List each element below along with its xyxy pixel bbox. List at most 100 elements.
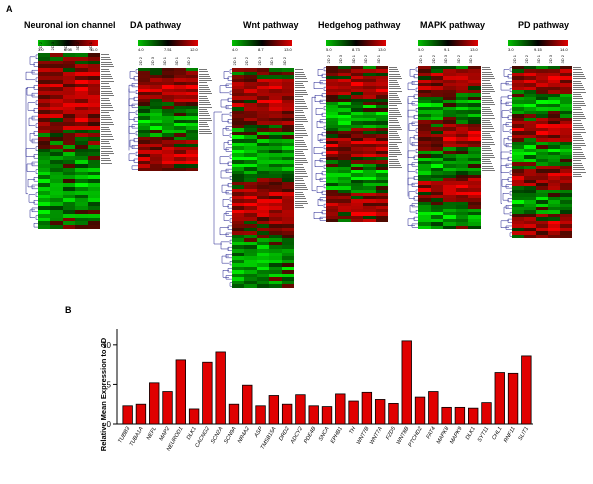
- heatmap-cell: [75, 194, 88, 199]
- heatmap-cell: [62, 183, 76, 187]
- heatmap-cell: [524, 93, 536, 97]
- column-labels: 2D 1 2D 2 3D 1 2D 3 3D 2: [512, 55, 572, 63]
- column-label: 2D 2: [244, 57, 250, 66]
- heatmap-cell: [326, 124, 339, 128]
- heatmap-cell: [50, 125, 63, 130]
- heatmap-cell: [326, 176, 339, 180]
- gene-label-mark: [199, 69, 207, 71]
- heatmap-cell: [524, 176, 536, 180]
- heatmap-cell: [50, 152, 63, 157]
- heatmap-cell: [186, 119, 198, 123]
- heatmap-cell: [62, 121, 76, 126]
- heatmap-cell: [138, 150, 150, 154]
- heatmap-cell: [350, 79, 364, 83]
- heatmap-cell: [269, 160, 282, 164]
- heatmap-cell: [468, 72, 481, 77]
- heatmap-cell: [326, 105, 339, 109]
- heatmap-cell: [138, 88, 150, 93]
- heatmap-cell: [363, 153, 376, 157]
- heatmap-cell: [150, 146, 162, 151]
- heatmap-cell: [186, 116, 198, 120]
- heatmap-cell: [338, 121, 351, 125]
- gene-label-mark: [101, 133, 112, 135]
- heatmap-cell: [62, 141, 76, 145]
- heatmap-cell: [75, 186, 88, 191]
- gene-label-mark: [573, 69, 582, 71]
- gene-label-mark: [482, 126, 493, 128]
- heatmap-cell: [75, 144, 88, 149]
- y-axis-title: Relative Mean Expression to 2D: [99, 337, 108, 451]
- heatmap-cell: [326, 186, 339, 190]
- heatmap-cell: [138, 102, 150, 106]
- heatmap-cell: [350, 118, 364, 122]
- heatmap-cell: [350, 85, 364, 89]
- heatmap-cell: [548, 162, 560, 166]
- heatmap-cell: [524, 90, 536, 94]
- heatmap-cell: [50, 186, 63, 191]
- heatmap-cell: [62, 190, 76, 195]
- heatmap-cell: [232, 128, 245, 132]
- heatmap-cell: [524, 217, 536, 221]
- heatmap-cell: [536, 114, 548, 118]
- bar: [215, 351, 226, 425]
- heatmap-cell: [418, 120, 431, 124]
- heatmap-cell: [75, 175, 88, 180]
- heatmap-cell: [338, 205, 351, 209]
- heatmap-cell: [281, 177, 294, 182]
- heatmap-cell: [186, 102, 198, 106]
- heatmap-cell: [536, 217, 548, 221]
- heatmap-cell: [455, 171, 469, 175]
- heatmap-cell: [62, 213, 76, 218]
- heatmap-cell: [560, 193, 572, 197]
- heatmap-cell: [326, 118, 339, 122]
- heatmap-cell: [244, 163, 257, 168]
- heatmap-cell: [548, 103, 560, 108]
- heatmap-cell: [232, 277, 245, 281]
- heatmap-cell: [38, 221, 51, 226]
- x-tick-label: RNF11: [503, 426, 517, 444]
- heatmap-cell: [38, 225, 51, 229]
- gene-label-mark: [101, 68, 109, 70]
- gene-label-mark: [101, 54, 109, 56]
- heatmap-cell: [338, 170, 351, 174]
- heatmap-cell: [455, 212, 469, 216]
- heatmap-cell: [375, 199, 388, 203]
- heatmap-cell: [138, 146, 150, 151]
- heatmap-cell: [548, 200, 560, 204]
- heatmap-cell: [363, 88, 376, 92]
- heatmap-cell: [536, 100, 548, 104]
- heatmap-grid: [232, 68, 294, 288]
- heatmap-cell: [174, 74, 186, 79]
- heatmap-cell: [256, 217, 270, 221]
- gene-label-mark: [389, 128, 402, 130]
- heatmap-cell: [256, 96, 270, 100]
- heatmap-cell: [536, 176, 548, 180]
- heatmap-cell: [375, 140, 388, 144]
- bar: [428, 391, 439, 425]
- scale-label: 5.0: [418, 47, 424, 52]
- scale-label: 11.0: [90, 47, 98, 52]
- heatmap-cell: [524, 155, 536, 159]
- heatmap-cell: [512, 203, 524, 208]
- heatmap-cell: [75, 75, 88, 80]
- gene-label-mark: [295, 69, 303, 71]
- heatmap-cell: [281, 160, 294, 164]
- heatmap-cell: [38, 148, 51, 153]
- heatmap-cell: [418, 130, 431, 134]
- heatmap-cell: [455, 184, 469, 189]
- gene-label-mark: [482, 167, 494, 169]
- heatmap-cell: [186, 157, 198, 161]
- heatmap-cell: [536, 196, 548, 201]
- gene-label-mark: [295, 80, 308, 82]
- gene-label-mark: [573, 109, 582, 111]
- heatmap-cell: [50, 129, 63, 134]
- heatmap-cell: [350, 196, 364, 200]
- heatmap-cell: [244, 234, 257, 239]
- heatmap-cell: [75, 102, 88, 107]
- heatmap-cell: [443, 120, 456, 124]
- gene-label-mark: [482, 150, 492, 152]
- heatmap-cell: [536, 141, 548, 146]
- gene-label-mark: [101, 131, 111, 133]
- heatmap-cell: [326, 166, 339, 170]
- heatmap-cell: [363, 147, 376, 151]
